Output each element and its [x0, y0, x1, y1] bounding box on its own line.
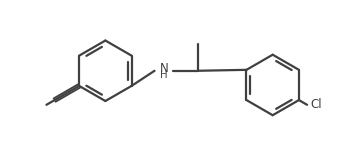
Text: N: N — [160, 62, 168, 75]
Text: Cl: Cl — [310, 98, 322, 111]
Text: H: H — [160, 70, 168, 80]
